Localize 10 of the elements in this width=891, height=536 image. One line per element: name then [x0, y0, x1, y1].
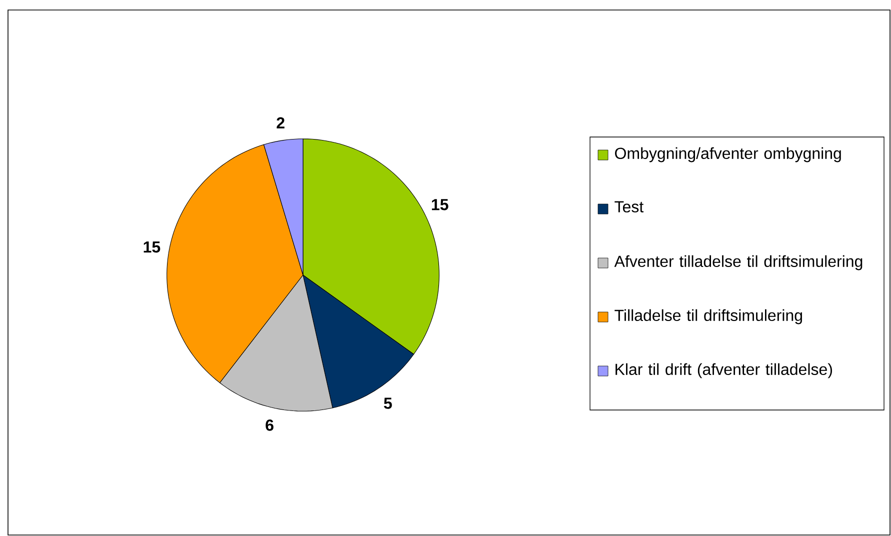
data-label: 2	[276, 117, 284, 128]
legend-label: Afventer tilladelse til driftsimulering	[614, 255, 862, 270]
legend-label: Tilladelse til driftsimulering	[614, 309, 802, 324]
data-label: 15	[432, 199, 448, 210]
legend-label: Ombygning/afventer ombygning	[615, 147, 841, 162]
legend-label: Test	[614, 201, 644, 212]
data-label: 5	[384, 398, 392, 409]
data-label: 6	[266, 420, 274, 431]
legend-label: Klar til drift (afventer tilladelse)	[616, 363, 832, 378]
data-label: 15	[144, 241, 160, 253]
